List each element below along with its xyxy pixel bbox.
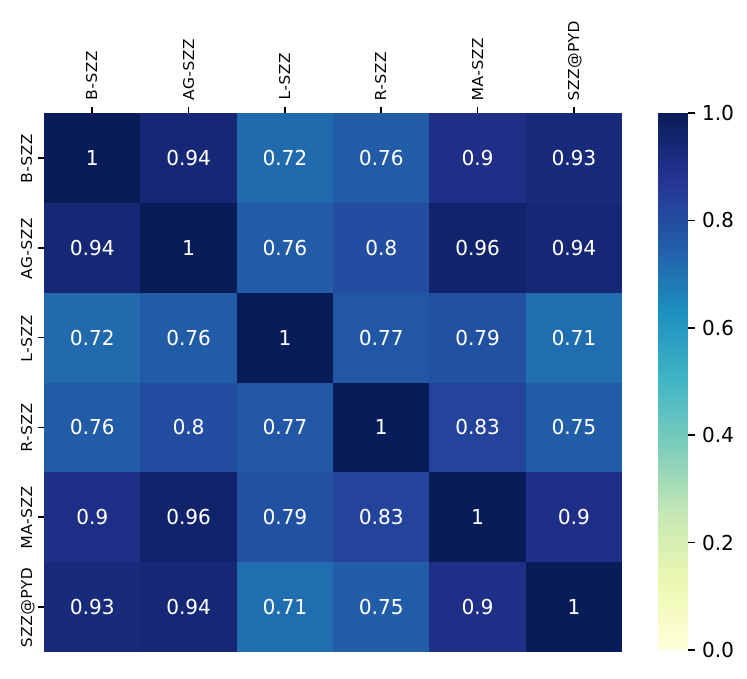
heatmap-cell: 0.9 bbox=[44, 472, 141, 563]
y-axis-tick bbox=[38, 426, 44, 429]
colorbar-tick bbox=[688, 327, 695, 329]
heatmap-cell: 0.75 bbox=[525, 382, 622, 473]
x-axis-tick bbox=[284, 107, 286, 113]
y-axis-tick bbox=[38, 516, 44, 519]
y-axis-label: B-SZZ bbox=[18, 133, 36, 183]
colorbar-tick bbox=[688, 112, 695, 114]
x-axis-label: MA-SZZ bbox=[468, 36, 487, 100]
heatmap-cell: 0.76 bbox=[140, 292, 237, 383]
x-axis-label: L-SZZ bbox=[275, 52, 294, 100]
colorbar-tick-label: 0.6 bbox=[702, 315, 734, 340]
heatmap-cell: 0.79 bbox=[236, 472, 333, 563]
heatmap-cell: 0.8 bbox=[140, 382, 237, 473]
colorbar-tick-label: 0.0 bbox=[702, 638, 734, 662]
heatmap-cell: 0.94 bbox=[140, 562, 237, 652]
x-axis-label: AG-SZZ bbox=[179, 37, 198, 100]
y-axis-label: L-SZZ bbox=[18, 313, 36, 362]
y-axis-label: AG-SZZ bbox=[18, 216, 36, 279]
heatmap-cell: 1 bbox=[333, 382, 430, 473]
x-axis-tick bbox=[91, 107, 93, 113]
heatmap-cell: 0.79 bbox=[429, 292, 526, 383]
heatmap-cell: 0.9 bbox=[429, 562, 526, 652]
heatmap-cell: 0.93 bbox=[44, 562, 141, 652]
colorbar-gradient bbox=[658, 113, 688, 650]
heatmap-cell: 0.83 bbox=[429, 382, 526, 473]
heatmap-cell: 0.71 bbox=[236, 562, 333, 652]
x-axis-tick bbox=[573, 107, 575, 113]
colorbar-tick-label: 0.8 bbox=[702, 208, 734, 233]
y-axis-tick bbox=[38, 606, 44, 608]
heatmap-cell: 1 bbox=[429, 472, 526, 563]
x-axis-label: B-SZZ bbox=[83, 50, 102, 100]
heatmap-cell: 0.94 bbox=[140, 113, 237, 203]
heatmap-cell: 0.96 bbox=[140, 472, 237, 563]
heatmap-cell: 0.72 bbox=[236, 113, 333, 203]
heatmap-cell: 1 bbox=[44, 113, 141, 203]
heatmap-cell: 0.76 bbox=[44, 382, 141, 473]
heatmap-cell: 0.71 bbox=[525, 292, 622, 383]
heatmap-cell: 0.83 bbox=[333, 472, 430, 563]
heatmap-cell: 0.72 bbox=[44, 292, 141, 383]
x-axis-tick bbox=[380, 107, 382, 113]
heatmap-cell: 0.8 bbox=[333, 202, 430, 293]
heatmap-cell: 0.77 bbox=[333, 292, 430, 383]
heatmap-cell: 0.76 bbox=[236, 202, 333, 293]
heatmap-grid: 1 0.94 0.72 0.76 0.9 0.93 0.94 1 0.76 0.8 0.96 0.94… bbox=[44, 113, 622, 652]
y-axis-label: MA-SZZ bbox=[18, 485, 36, 549]
y-axis-label: R-SZZ bbox=[18, 402, 36, 453]
heatmap-cell: 0.9 bbox=[429, 113, 526, 203]
x-axis-label: R-SZZ bbox=[372, 50, 391, 100]
colorbar-tick bbox=[688, 649, 695, 651]
colorbar-tick bbox=[688, 541, 695, 544]
heatmap-cell: 0.77 bbox=[236, 382, 333, 473]
heatmap-cell: 0.76 bbox=[333, 113, 430, 203]
x-axis-tick bbox=[187, 107, 190, 113]
x-axis-tick bbox=[476, 107, 479, 113]
heatmap-cell: 0.9 bbox=[525, 472, 622, 563]
y-axis-tick bbox=[38, 157, 44, 159]
y-axis-tick bbox=[38, 336, 44, 339]
colorbar-tick bbox=[688, 219, 695, 222]
colorbar-tick-label: 0.2 bbox=[702, 530, 734, 555]
heatmap-cell: 0.93 bbox=[525, 113, 622, 203]
colorbar-tick-label: 0.4 bbox=[702, 423, 734, 448]
y-axis-label: SZZ@PYD bbox=[18, 566, 36, 648]
colorbar-tick-label: 1.0 bbox=[702, 101, 734, 125]
heatmap-cell: 1 bbox=[525, 562, 622, 652]
heatmap-cell: 1 bbox=[140, 202, 237, 293]
heatmap-cell: 0.94 bbox=[525, 202, 622, 293]
x-axis-label: SZZ@PYD bbox=[564, 19, 583, 101]
heatmap-cell: 0.75 bbox=[333, 562, 430, 652]
colorbar-tick bbox=[688, 434, 695, 436]
y-axis-tick bbox=[38, 246, 44, 249]
heatmap-cell: 1 bbox=[236, 292, 333, 383]
heatmap-cell: 0.94 bbox=[44, 202, 141, 293]
heatmap-cell: 0.96 bbox=[429, 202, 526, 293]
